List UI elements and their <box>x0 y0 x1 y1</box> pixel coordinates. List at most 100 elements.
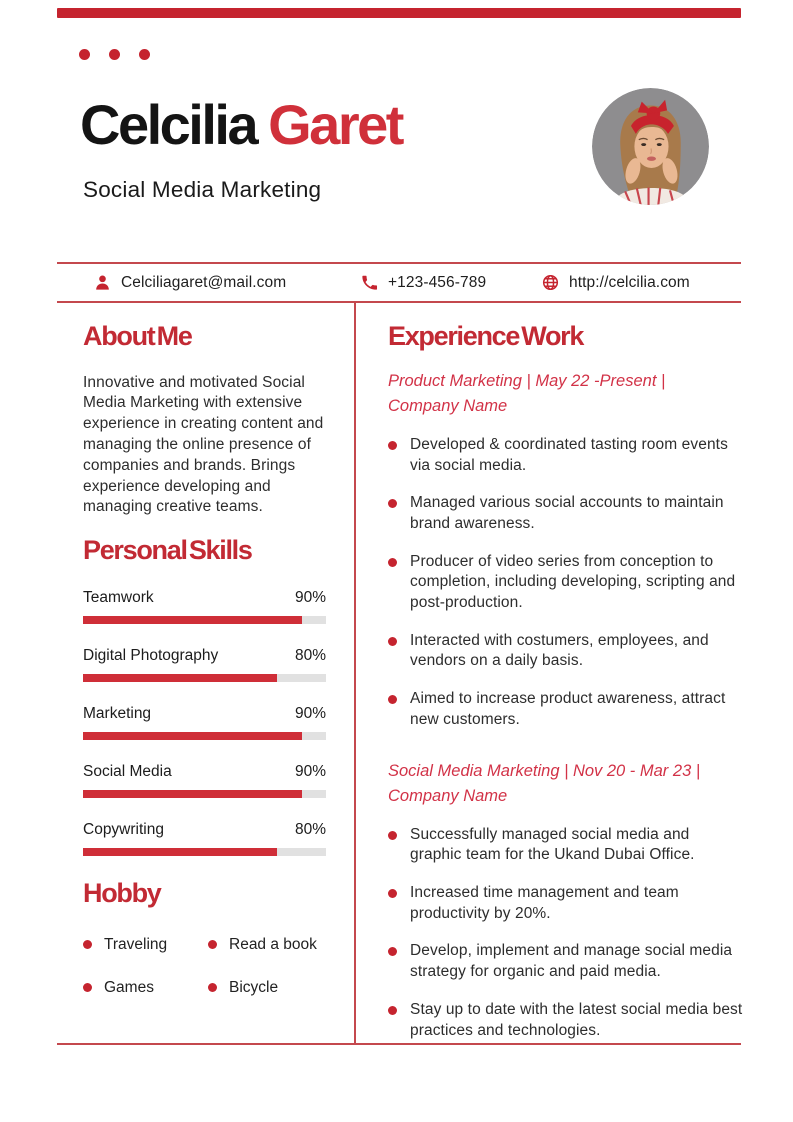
job-bullet-text: Producer of video series from conception… <box>410 552 736 612</box>
job-entry: Product Marketing | May 22 -Present | Co… <box>388 369 745 731</box>
job-bullet-text: Successfully managed social media and gr… <box>410 825 695 864</box>
job-bullet-item: Managed various social accounts to maint… <box>388 493 745 534</box>
hobby-item: Bicycle <box>208 979 341 997</box>
first-name: Celcilia <box>80 93 259 156</box>
skill-bar-fill <box>83 731 302 740</box>
hobby-label: Traveling <box>104 935 168 953</box>
bullet-icon <box>83 940 92 950</box>
skill-bar <box>83 847 326 856</box>
hobby-item: Traveling <box>83 936 208 954</box>
bullet-icon <box>208 940 217 950</box>
hobby-list: Traveling Read a book Games Bicycle <box>83 936 341 997</box>
skill-header: Social Media 90% <box>83 763 326 781</box>
skill-bar <box>83 789 326 798</box>
skill-header: Teamwork 90% <box>83 589 326 607</box>
bullet-icon <box>388 499 397 509</box>
job-title-subtitle: Social Media Marketing <box>83 177 322 202</box>
profile-photo <box>592 88 709 205</box>
hobby-label: Read a book <box>229 935 317 953</box>
hobby-item: Games <box>83 979 208 997</box>
bullet-icon <box>388 830 397 840</box>
skill-bar-fill <box>83 789 302 798</box>
skill-row: Digital Photography 80% <box>83 647 326 682</box>
bullet-icon <box>83 983 92 993</box>
dot-icon <box>79 49 90 60</box>
job-bullet-text: Develop, implement and manage social med… <box>410 942 733 981</box>
bullet-icon <box>388 440 397 450</box>
left-column: About Me Innovative and motivated Social… <box>83 312 341 997</box>
right-column: Experience Work Product Marketing | May … <box>388 312 745 1058</box>
bullet-icon <box>388 947 397 957</box>
skills-list: Teamwork 90% Digital Photography 80% Marketi… <box>83 589 326 856</box>
top-accent-bar <box>57 8 741 18</box>
skill-row: Social Media 90% <box>83 763 326 798</box>
contact-email[interactable]: Celciliagaret@mail.com <box>93 264 286 301</box>
skill-percent: 90% <box>294 762 326 780</box>
skill-header: Marketing 90% <box>83 705 326 723</box>
hobby-label: Games <box>104 978 154 996</box>
bullet-icon <box>388 889 397 899</box>
job-bullet-text: Interacted with costumers, employees, an… <box>410 631 709 670</box>
phone-icon <box>362 275 378 290</box>
job-bullet-item: Increased time management and team produ… <box>388 883 745 924</box>
column-divider-line <box>354 303 356 1043</box>
experience-work-title: Experience Work <box>388 321 584 351</box>
last-name: Garet <box>268 93 404 156</box>
job-bullet-text: Developed & coordinated tasting room eve… <box>410 435 728 474</box>
about-me-title: About Me <box>83 321 193 351</box>
skill-row: Marketing 90% <box>83 705 326 740</box>
skill-row: Teamwork 90% <box>83 589 326 624</box>
decorative-dots <box>79 49 150 60</box>
job-bullet-item: Stay up to date with the latest social m… <box>388 1000 745 1041</box>
skill-percent: 90% <box>294 704 326 722</box>
job-bullet-list: Successfully managed social media and gr… <box>388 825 745 1042</box>
skill-label: Copywriting <box>83 820 164 838</box>
hobby-label: Bicycle <box>229 978 279 996</box>
skill-label: Digital Photography <box>83 646 219 664</box>
skill-label: Marketing <box>83 704 152 722</box>
job-heading: Social Media Marketing | Nov 20 - Mar 23… <box>388 761 701 806</box>
bullet-icon <box>388 636 397 646</box>
job-bullet-text: Managed various social accounts to maint… <box>410 494 724 532</box>
skill-bar-fill <box>83 673 278 682</box>
skill-bar-fill <box>83 615 302 624</box>
bullet-icon <box>388 1005 397 1015</box>
hobby-item: Read a book <box>208 936 341 954</box>
skill-bar <box>83 615 326 624</box>
job-bullet-item: Developed & coordinated tasting room eve… <box>388 435 745 476</box>
contact-bar: Celciliagaret@mail.com +123-456-789 http… <box>57 262 741 303</box>
jobs-list: Product Marketing | May 22 -Present | Co… <box>388 369 745 1042</box>
person-icon <box>96 275 109 290</box>
dot-icon <box>109 49 120 60</box>
job-entry: Social Media Marketing | Nov 20 - Mar 23… <box>388 759 745 1042</box>
job-heading: Product Marketing | May 22 -Present | Co… <box>388 371 666 416</box>
personal-skills-title: Personal Skills <box>83 535 253 566</box>
job-bullet-list: Developed & coordinated tasting room eve… <box>388 435 745 731</box>
bullet-icon <box>388 695 397 705</box>
skill-bar <box>83 673 326 682</box>
job-bullet-item: Producer of video series from conception… <box>388 552 745 614</box>
website-text: http://celcilia.com <box>569 273 690 291</box>
hobby-title: Hobby <box>83 877 162 908</box>
phone-text: +123-456-789 <box>388 273 487 291</box>
bottom-border-line <box>57 1043 741 1045</box>
job-bullet-text: Increased time management and team produ… <box>410 884 679 922</box>
contact-phone[interactable]: +123-456-789 <box>360 264 486 301</box>
skill-header: Digital Photography 80% <box>83 647 326 665</box>
job-bullet-text: Aimed to increase product awareness, att… <box>410 690 726 728</box>
skill-bar-fill <box>83 847 278 856</box>
contact-website[interactable]: http://celcilia.com <box>541 264 690 301</box>
skill-bar <box>83 731 326 740</box>
name-heading: Celcilia Garet <box>80 97 404 153</box>
skill-row: Copywriting 80% <box>83 821 326 856</box>
email-text: Celciliagaret@mail.com <box>121 273 287 291</box>
job-bullet-text: Stay up to date with the latest social m… <box>410 1000 743 1039</box>
skill-percent: 90% <box>294 588 326 606</box>
portrait-illustration <box>592 88 709 205</box>
skill-header: Copywriting 80% <box>83 821 326 839</box>
skill-label: Teamwork <box>83 588 154 606</box>
about-me-text: Innovative and motivated Social Media Ma… <box>83 373 324 516</box>
bullet-icon <box>388 557 397 567</box>
job-bullet-item: Aimed to increase product awareness, att… <box>388 689 745 730</box>
